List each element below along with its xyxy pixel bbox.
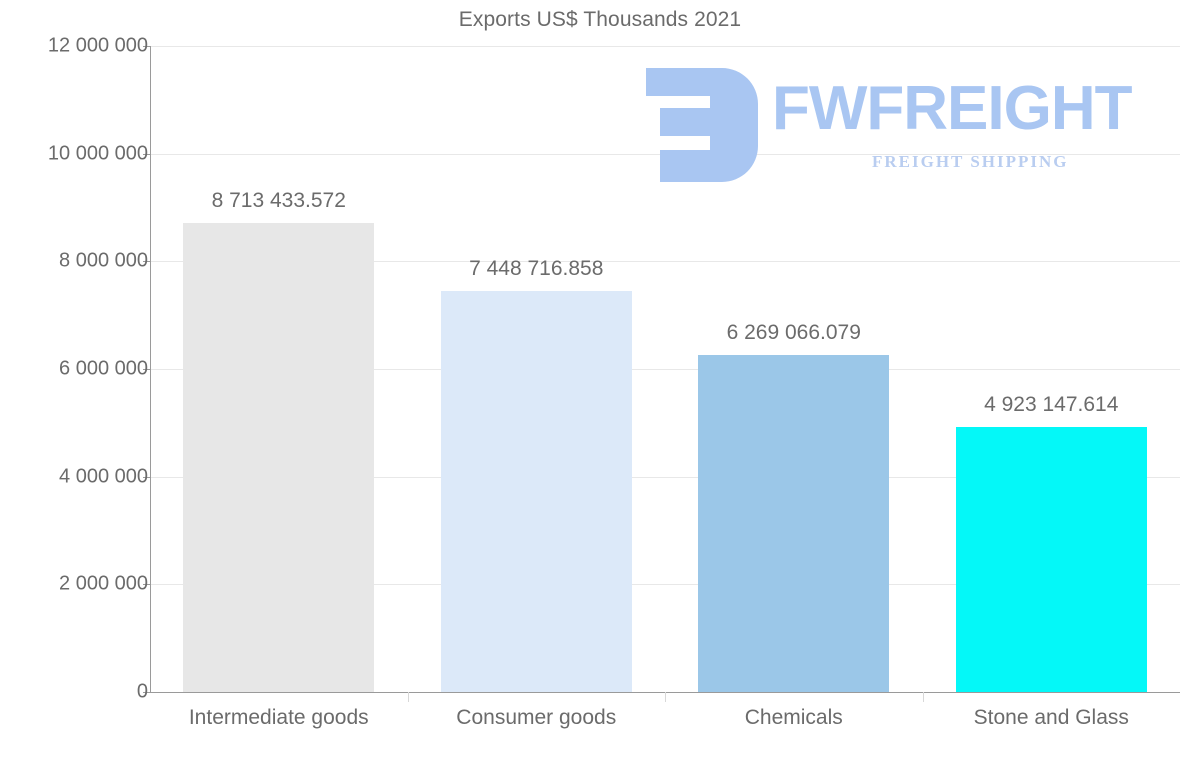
y-axis-tick [143,476,150,478]
x-axis-tick [665,692,666,702]
gridline [150,584,1180,586]
watermark-tagline: FREIGHT SHIPPING [872,152,1069,171]
y-axis-tick-label: 2 000 000 [59,572,148,595]
y-axis-tick [143,261,150,263]
y-axis-tick-label: 12 000 000 [47,34,148,57]
bar-value-label: 8 713 433.572 [211,188,346,212]
bar-value-label: 7 448 716.858 [469,257,604,280]
gridline [150,476,1180,478]
x-axis-tick [922,692,924,702]
bar[interactable] [440,291,632,692]
bar[interactable] [698,354,890,692]
bar[interactable] [955,426,1147,692]
x-axis-tick [407,692,409,702]
bar-value-label: 6 269 066.079 [726,320,861,344]
watermark-brand-part2: FREIGHT [866,74,1132,143]
y-axis-line [150,46,151,693]
x-axis-category-label: Intermediate goods [188,706,369,729]
y-axis-tick-label: 0 [136,680,148,703]
y-axis-tick-label: 8 000 000 [59,249,148,272]
x-axis-category-label: Consumer goods [456,706,617,729]
x-axis-category-label: Stone and Glass [973,706,1129,729]
y-axis-tick [143,369,150,370]
bar-value-label: 4 923 147.614 [984,392,1119,416]
gridline [150,46,1180,47]
gridline [150,369,1180,370]
watermark-brand-part1: FW [772,74,867,143]
y-axis-tick [143,584,150,586]
watermark: FWFREIGHT FREIGHT SHIPPING [640,62,1150,184]
y-axis-tick-label: 10 000 000 [47,142,148,165]
gridline [150,153,1180,155]
y-axis-tick [143,153,150,155]
y-axis-tick-label: 4 000 000 [59,465,148,488]
x-axis-category-label: Chemicals [744,706,843,729]
fwfreight-logo-mark-icon [640,62,758,182]
y-axis-tick-label: 6 000 000 [59,357,148,380]
gridline [150,261,1180,263]
y-axis-tick [143,46,150,47]
chart-title: Exports US$ Thousands 2021 [458,8,742,31]
bar[interactable] [183,222,375,692]
y-axis-tick [143,692,150,693]
watermark-wordmark: FWFREIGHT [772,78,1133,140]
